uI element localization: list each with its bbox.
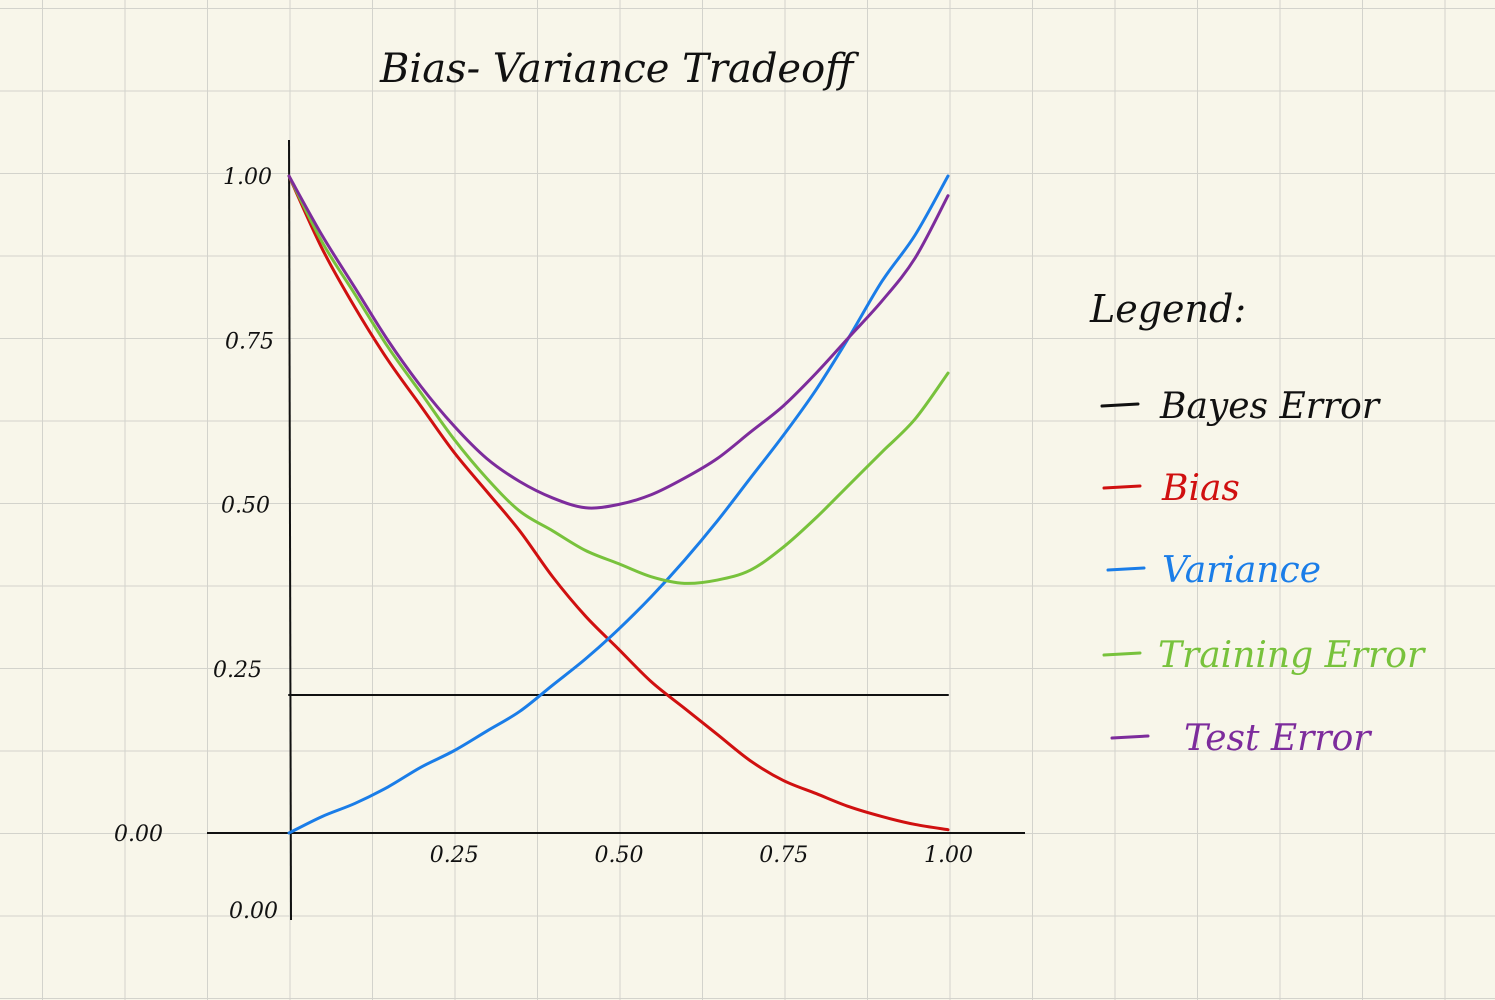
y-tick-label: 0.00: [114, 822, 163, 847]
x-tick-labels: 0.25 0.50 0.75 1.00: [430, 843, 973, 868]
x-tick-label: 1.00: [924, 843, 973, 868]
extra-tick-label: 0.00: [229, 899, 278, 924]
series-line-bias: [287, 174, 950, 832]
legend-label-bias: Bias: [1161, 468, 1240, 509]
legend-swatch-bias: [1102, 484, 1142, 490]
y-tick-label: 0.50: [221, 494, 270, 519]
y-tick-label: 1.00: [223, 165, 272, 190]
legend-label-test-error: Test Error: [1184, 718, 1372, 759]
legend: Legend: Bayes Error Bias Variance Training …: [1089, 287, 1426, 759]
x-tick-label: 0.75: [759, 843, 808, 868]
x-tick-label: 0.25: [430, 843, 479, 868]
legend-items: Bayes Error Bias Variance Training Error Tes…: [1100, 386, 1426, 759]
x-tick-label: 0.50: [595, 843, 644, 868]
legend-swatch-training-error: [1102, 651, 1142, 657]
y-tick-label: 0.25: [213, 658, 262, 683]
legend-swatch-variance: [1106, 566, 1146, 572]
y-tick-label: 0.75: [225, 329, 274, 354]
legend-label-variance: Variance: [1162, 550, 1321, 591]
legend-swatch-bayes-error: [1100, 402, 1140, 408]
legend-title: Legend:: [1089, 287, 1246, 331]
chart-title: Bias- Variance Tradeoff: [379, 46, 860, 92]
series-lines: [287, 174, 950, 835]
series-line-training-error: [287, 174, 950, 585]
legend-swatch-test-error: [1110, 734, 1150, 740]
y-tick-labels: 0.00 0.25 0.50 0.75 1.00: [114, 165, 274, 847]
series-line-test-error: [287, 174, 950, 510]
legend-label-bayes-error: Bayes Error: [1159, 386, 1381, 427]
legend-label-training-error: Training Error: [1158, 635, 1426, 676]
y-axis: [288, 139, 292, 921]
